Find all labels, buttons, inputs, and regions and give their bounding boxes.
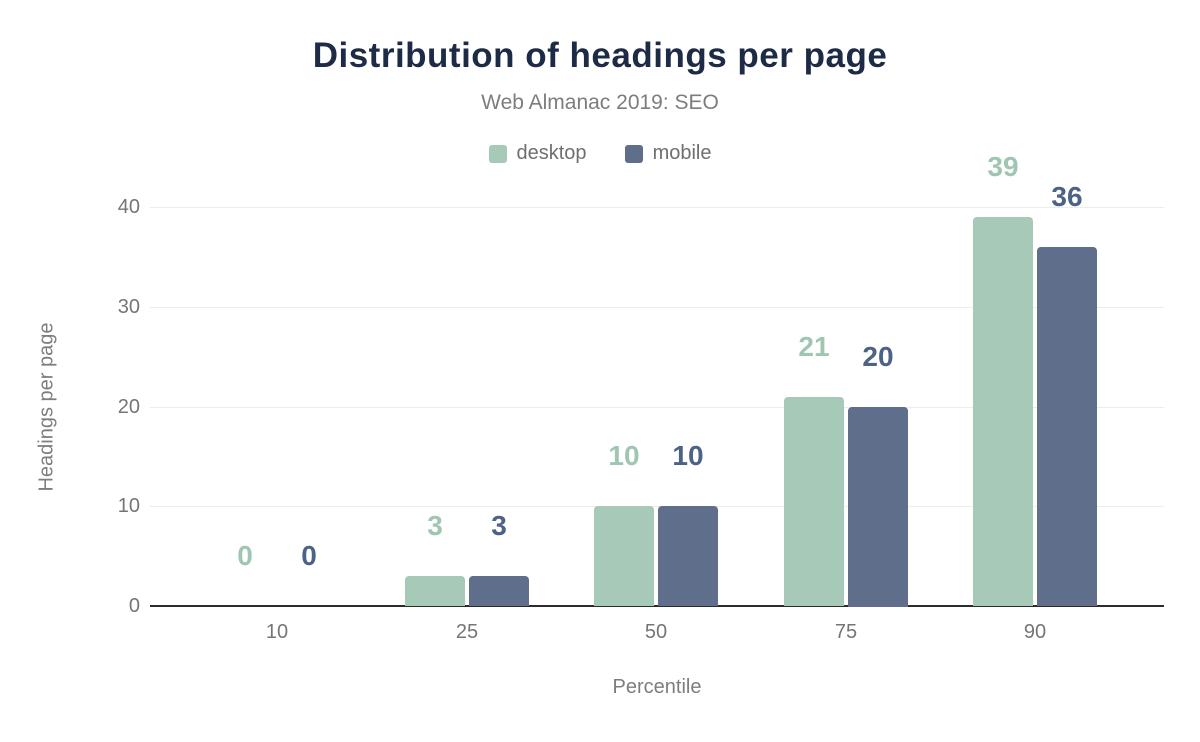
value-label-desktop-p25: 3 <box>427 510 443 541</box>
bar-mobile-p90 <box>1037 247 1097 606</box>
x-tick-label-10: 10 <box>265 621 289 643</box>
y-tick-label-20: 20 <box>117 396 140 418</box>
gridline-y-30 <box>150 307 1164 308</box>
bar-desktop-p50 <box>594 506 654 606</box>
bar-mobile-p75 <box>848 407 908 607</box>
value-label-mobile-p90: 36 <box>1051 181 1083 212</box>
value-label-desktop-p50: 10 <box>608 440 640 471</box>
legend-item-desktop: desktop <box>488 142 587 165</box>
x-axis-line <box>150 605 1164 607</box>
value-label-desktop-p75: 21 <box>798 331 830 362</box>
y-tick-label-40: 40 <box>117 196 140 218</box>
bar-mobile-p25 <box>469 576 529 606</box>
y-axis-title: Headings per page <box>35 322 58 492</box>
value-label-mobile-p10: 0 <box>301 540 317 571</box>
value-label-desktop-p90: 39 <box>987 151 1019 182</box>
value-label-mobile-p75: 20 <box>862 341 894 372</box>
x-tick-label-75: 75 <box>834 621 858 643</box>
y-tick-label-0: 0 <box>128 595 140 617</box>
bar-desktop-p75 <box>784 397 844 606</box>
value-label-mobile-p50: 10 <box>672 440 704 471</box>
desktop-color-swatch-icon <box>488 144 507 163</box>
x-tick-label-90: 90 <box>1023 621 1047 643</box>
bar-mobile-p50 <box>658 506 718 606</box>
gridline-y-10 <box>150 506 1164 507</box>
x-tick-label-25: 25 <box>455 621 479 643</box>
bar-desktop-p90 <box>973 217 1033 606</box>
bar-desktop-p25 <box>405 576 465 606</box>
x-axis-title: Percentile <box>612 676 702 698</box>
legend-label-mobile: mobile <box>652 142 712 164</box>
legend-item-mobile: mobile <box>624 142 712 165</box>
x-tick-label-50: 50 <box>644 621 668 643</box>
gridline-y-20 <box>150 407 1164 408</box>
y-tick-label-30: 30 <box>117 296 140 318</box>
chart-title: Distribution of headings per page <box>312 36 888 75</box>
legend-label-desktop: desktop <box>516 142 587 164</box>
value-label-mobile-p25: 3 <box>491 510 507 541</box>
gridline-y-40 <box>150 207 1164 208</box>
chart-legend: desktop mobile <box>0 142 1200 165</box>
y-tick-label-10: 10 <box>117 495 140 517</box>
chart-subtitle: Web Almanac 2019: SEO <box>481 91 719 114</box>
mobile-color-swatch-icon <box>624 144 643 163</box>
value-label-desktop-p10: 0 <box>237 540 253 571</box>
